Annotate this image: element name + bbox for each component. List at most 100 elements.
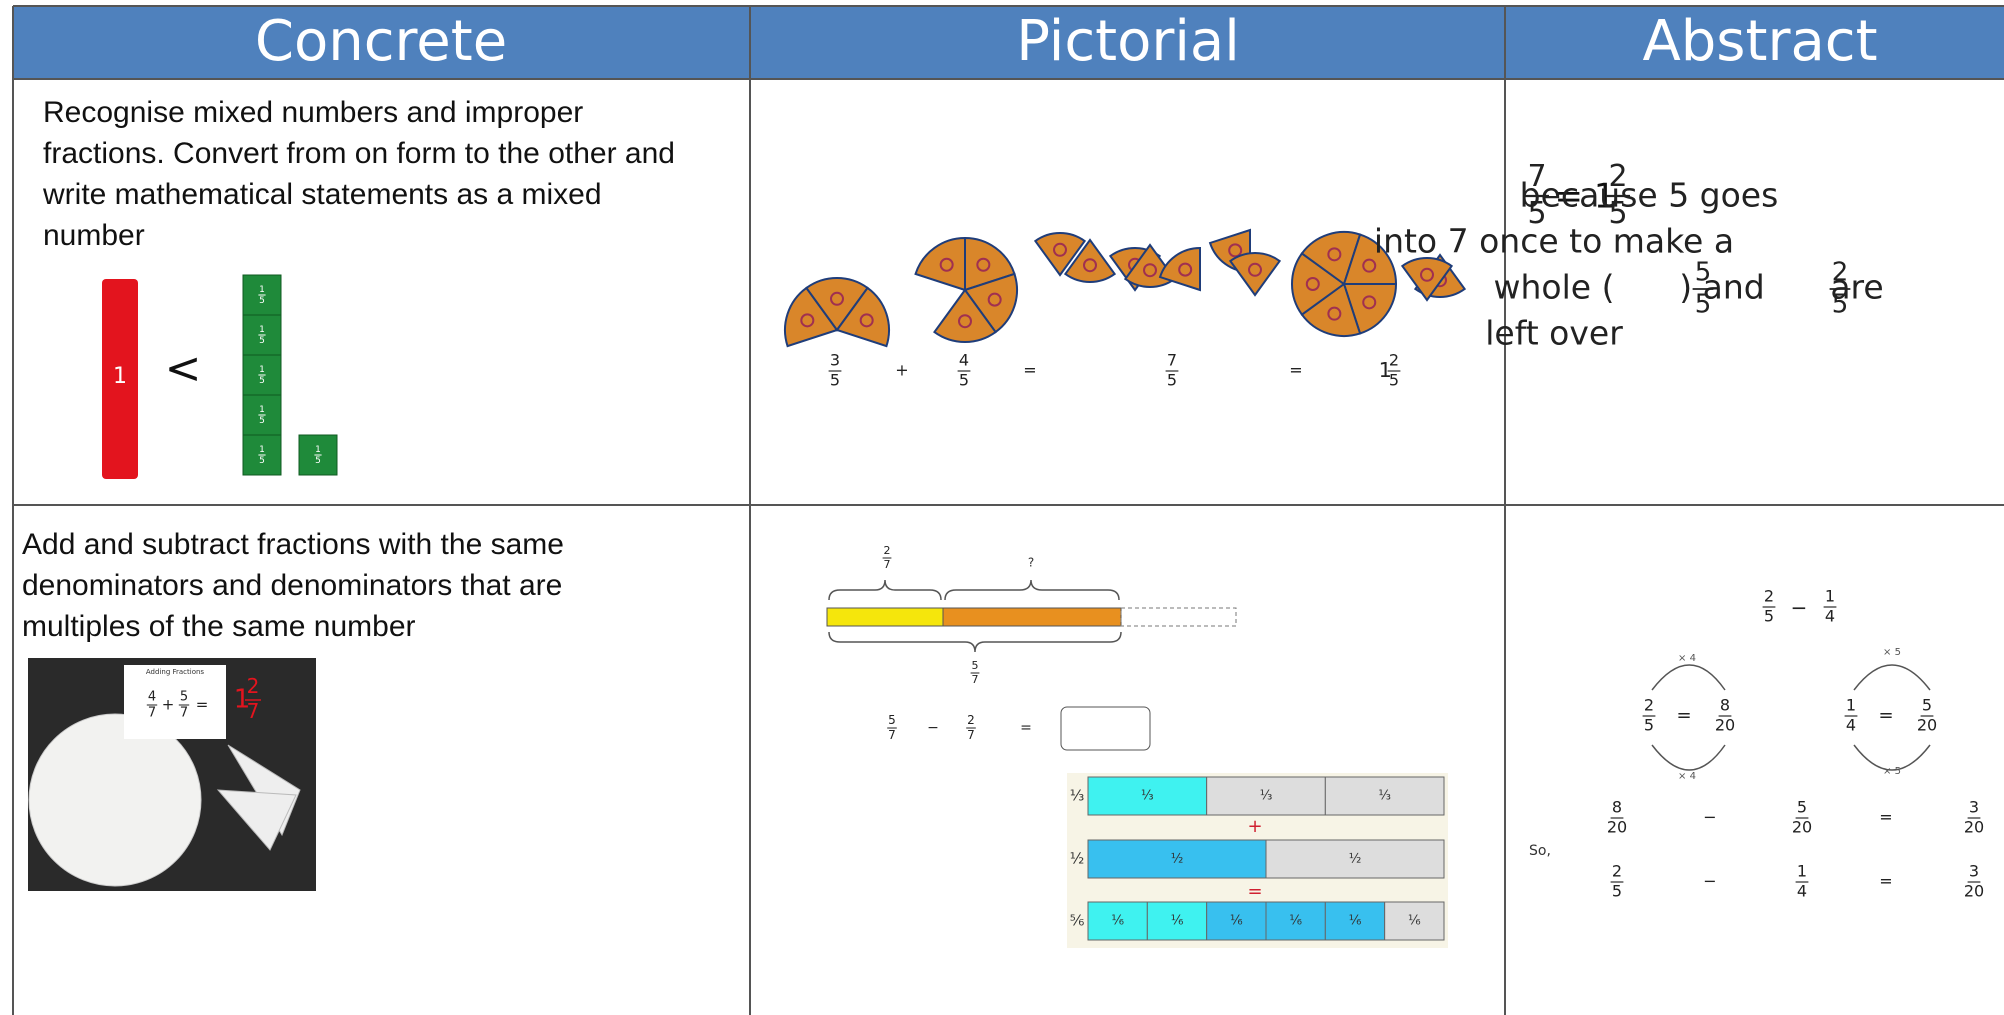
fraction-wedge (963, 272, 1018, 334)
numerator: 2 (884, 544, 891, 557)
numerator: 4 (148, 689, 156, 704)
denominator: 5 (1608, 196, 1627, 231)
photo-card (124, 665, 226, 739)
wedge-dot (1420, 267, 1434, 282)
wedge-dot (1362, 258, 1377, 273)
numerator: 7 (1167, 351, 1177, 370)
numerator: 4 (959, 351, 969, 370)
wedge-dot (976, 257, 991, 272)
operator: = (1023, 361, 1036, 380)
operator: = (1878, 705, 1893, 726)
fraction-wedge (1400, 256, 1454, 302)
denominator: 5 (259, 296, 265, 306)
wedge-dot (1083, 258, 1097, 273)
strip-label: ⅓ (1070, 787, 1085, 805)
column-header: Pictorial (1016, 9, 1240, 74)
denominator: 5 (259, 416, 265, 426)
numerator: 2 (1612, 862, 1622, 881)
wedge-dot (939, 257, 954, 272)
wedge-dot (1362, 295, 1377, 310)
wedge-dot (1327, 247, 1342, 262)
wedge-dot (1053, 242, 1067, 257)
numerator: 2 (967, 713, 975, 727)
denominator: 20 (1917, 715, 1937, 734)
operator: − (1791, 596, 1808, 620)
strip-cell (1087, 901, 1148, 941)
numerator: 1 (259, 325, 265, 335)
strip-cell (1146, 901, 1208, 941)
explanation: ) and (1679, 268, 1764, 307)
mixed-whole: 1 (234, 685, 251, 715)
operator: − (927, 720, 939, 736)
strip-cell (1087, 776, 1208, 816)
answer-box (1060, 706, 1151, 751)
denominator: 7 (148, 706, 156, 721)
denominator: 7 (180, 706, 188, 721)
operator: = (1020, 720, 1032, 736)
denominator: 5 (259, 336, 265, 346)
comparison: < (165, 343, 202, 394)
fraction-wedge (1300, 282, 1362, 337)
numerator: 2 (1608, 159, 1627, 194)
denominator: 5 (315, 456, 321, 466)
card-title: Adding Fractions (146, 668, 205, 676)
operator: = (1247, 881, 1262, 902)
numerator: 3 (1969, 862, 1979, 881)
cell-label: ⅙ (1111, 914, 1124, 929)
denominator: 5 (259, 456, 265, 466)
denominator: 5 (259, 376, 265, 386)
wedge-dot (1178, 262, 1193, 277)
bar-empty (1120, 607, 1237, 627)
denominator: 7 (884, 558, 891, 571)
numerator: 1 (259, 365, 265, 375)
numerator: 1 (259, 285, 265, 295)
numerator: 5 (1922, 696, 1932, 715)
numerator: 1 (1797, 862, 1807, 881)
wedge-dot (1327, 306, 1342, 321)
denominator: 20 (1964, 817, 1984, 836)
cell-label: ½ (1349, 852, 1362, 867)
bar-part (942, 607, 1122, 627)
denominator: 5 (1527, 196, 1546, 231)
numerator: 7 (1527, 159, 1546, 194)
denominator: 4 (1825, 606, 1835, 625)
cell-label: ⅙ (1408, 914, 1421, 929)
unit-rod (102, 279, 138, 479)
denominator: 7 (972, 673, 979, 686)
unknown: ? (1028, 556, 1034, 570)
column-header: Abstract (1642, 9, 1877, 74)
wedge-dot (987, 292, 1002, 307)
plate-piece (216, 789, 297, 851)
fraction-wedge (1228, 251, 1282, 297)
table-grid (12, 5, 2004, 1015)
wedge-dot (1248, 262, 1262, 277)
denominator: 5 (830, 370, 840, 389)
explanation: because 5 goes (1520, 176, 1779, 215)
numerator: 8 (1720, 696, 1730, 715)
paper-plate (28, 713, 202, 887)
cell-label: ⅙ (1289, 914, 1302, 929)
denominator: 5 (1389, 370, 1399, 389)
operator: = (1879, 872, 1892, 891)
cell-label: ⅙ (1171, 914, 1184, 929)
numerator: 3 (830, 351, 840, 370)
equation: = 1 (1555, 177, 1616, 217)
numerator: 5 (972, 659, 979, 672)
numerator: 1 (259, 445, 265, 455)
numerator: 5 (1797, 798, 1807, 817)
wedge-dot (1228, 243, 1243, 258)
rod-label: 1 (113, 364, 127, 389)
numerator: 5 (1695, 257, 1712, 287)
multiplier: × 4 (1678, 653, 1696, 664)
operator: + (895, 361, 908, 380)
numerator: 8 (1612, 798, 1622, 817)
denominator: 20 (1607, 817, 1627, 836)
denominator: 4 (1797, 881, 1807, 900)
arrows (1651, 664, 1931, 771)
explanation: into 7 once to make a (1374, 222, 1734, 261)
denominator: 5 (1644, 715, 1654, 734)
numerator: 1 (1846, 696, 1856, 715)
numerator: 3 (1969, 798, 1979, 817)
column-header: Concrete (255, 9, 507, 74)
